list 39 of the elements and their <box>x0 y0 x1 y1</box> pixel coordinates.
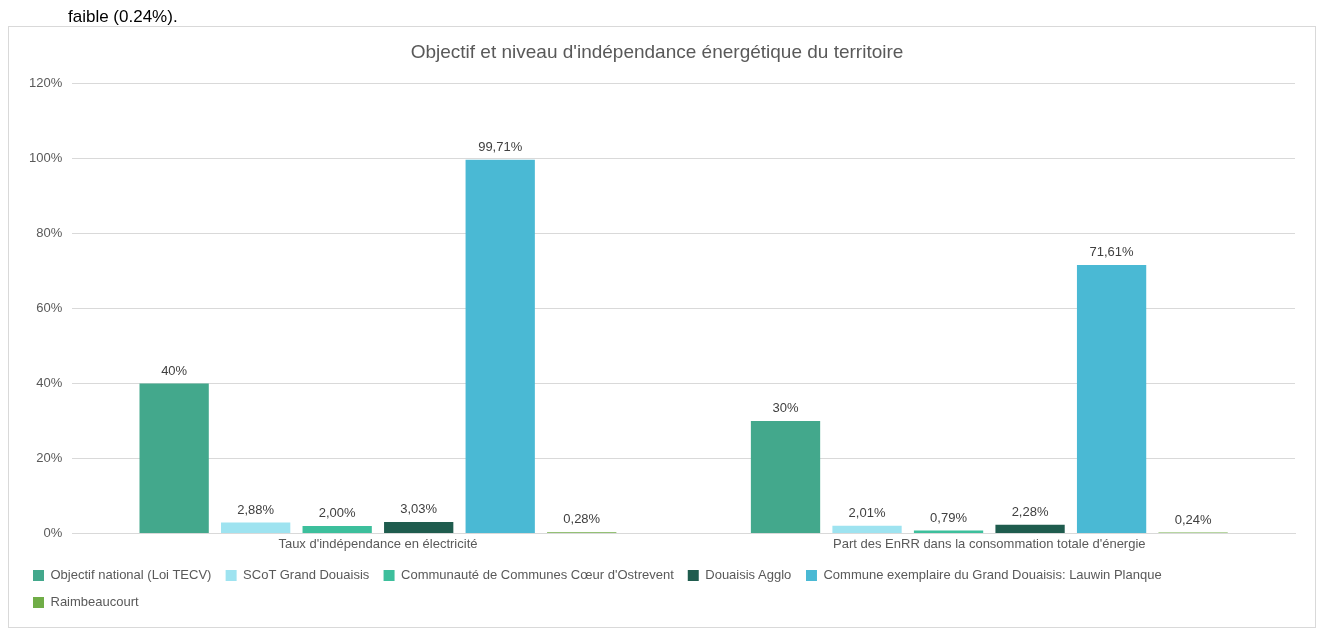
y-tick-label: 20% <box>36 450 63 466</box>
data-label: 71,61% <box>1089 244 1135 260</box>
y-tick-label: 120% <box>29 75 63 91</box>
bar <box>750 421 821 533</box>
bar <box>1076 265 1147 533</box>
legend-label: Objectif national (Loi TECV) <box>50 567 212 583</box>
data-label: 40% <box>161 362 188 378</box>
bar <box>995 524 1065 533</box>
bar <box>913 530 984 533</box>
data-label: 30% <box>772 400 799 416</box>
legend-label: Commune exemplaire du Grand Douaisis: Lauwin Planque <box>823 567 1162 583</box>
y-tick-label: 100% <box>29 150 63 166</box>
bar <box>832 525 902 533</box>
bar <box>302 525 372 533</box>
bar <box>384 522 454 533</box>
y-tick-label: 60% <box>36 300 63 316</box>
y-tick-label: 40% <box>36 375 63 391</box>
legend-label: Communauté de Communes Cœur d'Ostrevent <box>401 567 675 583</box>
data-label: 0,28% <box>563 511 601 527</box>
data-label: 2,28% <box>1011 503 1049 519</box>
x-tick-label: Part des EnRR dans la consommation totale d'énergie <box>833 535 1146 551</box>
y-tick-label: 0% <box>43 524 63 540</box>
y-tick-label: 80% <box>36 225 63 241</box>
bar <box>139 383 209 533</box>
bar <box>465 159 535 533</box>
data-label: 0,79% <box>930 509 968 525</box>
legend-label: Raimbeaucourt <box>50 594 140 610</box>
data-label: 0,24% <box>1174 511 1212 527</box>
legend-label: Douaisis Agglo <box>705 567 792 583</box>
data-label: 2,01% <box>848 504 886 520</box>
data-label: 2,00% <box>318 504 357 520</box>
data-label: 99,71% <box>478 138 523 154</box>
text: faible (0.24%). <box>67 7 179 26</box>
legend-label: SCoT Grand Douaisis <box>243 567 370 583</box>
chart-title: Objectif et niveau d'indépendance énergétique du territoire <box>410 40 904 62</box>
data-label: 3,03% <box>400 501 438 517</box>
bar <box>221 522 291 533</box>
data-label: 2,88% <box>237 501 275 517</box>
x-tick-label: Taux d'indépendance en électricité <box>278 535 478 551</box>
